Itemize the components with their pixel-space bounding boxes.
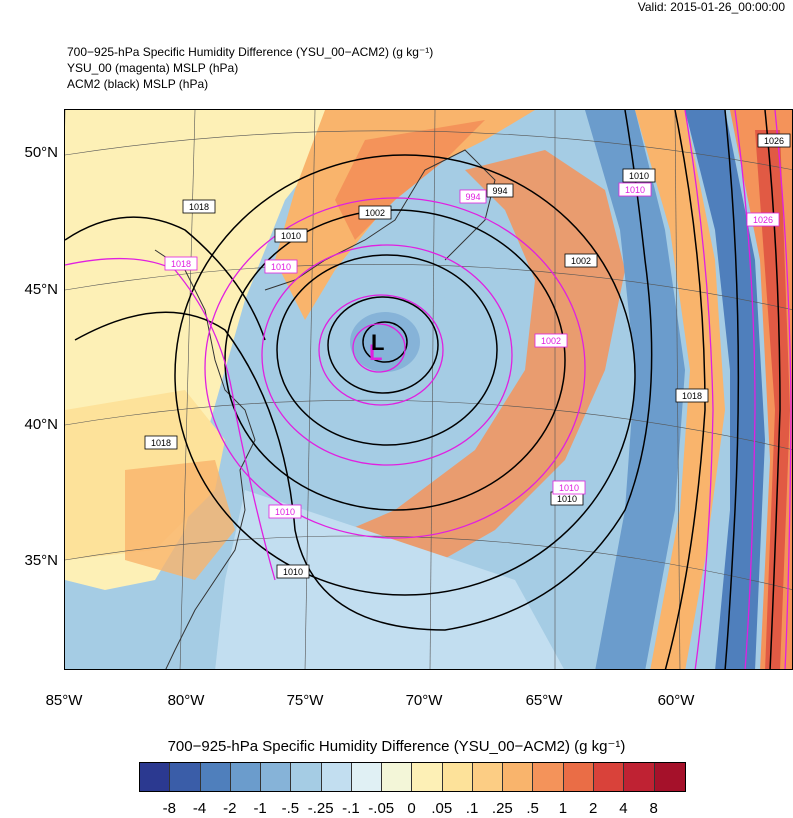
ysu-label-1010-n: 1010: [271, 262, 291, 272]
field-east-blue-band-2: [685, 110, 765, 669]
colorbar-tick-label: -.1: [342, 800, 360, 817]
colorbar-swatch: [533, 763, 564, 791]
colorbar-labels: -8 -4 -2 -1 -.5 -.25 -.1 -.05 0 .05 .1 .25 .5 1 2 4 8: [0, 800, 793, 818]
colorbar-tick-label: 8: [649, 800, 658, 817]
ysu-label-1010-ne: 1010: [625, 185, 645, 195]
acm2-label-1010-n: 1010: [281, 231, 301, 241]
acm2-label-1002-n: 1002: [365, 208, 385, 218]
coastline-maritimes: [264, 149, 496, 291]
colorbar-swatch: [321, 763, 352, 791]
colorbar-swatch: [624, 763, 655, 791]
field-south-light: [215, 490, 564, 669]
acm2-isobars: [65, 110, 781, 669]
colorbar-tick-label: 2: [588, 800, 598, 817]
field-orange-patch: [125, 460, 235, 580]
lon-label-75w: 75°W: [286, 692, 324, 709]
field-north-band: [275, 110, 535, 320]
acm2-label-1010-se: 1010: [557, 494, 577, 504]
lon-label-80w: 80°W: [167, 692, 205, 709]
colorbar-swatch: [593, 763, 625, 791]
colorbar-swatch: [442, 763, 473, 791]
colorbar-tick-label: .25: [491, 800, 513, 817]
colorbar-title: 700−925-hPa Specific Humidity Difference…: [167, 738, 626, 755]
ysu-labels: 1018 1010 994 1002 1010 1026 1010 1010: [164, 182, 780, 519]
colorbar-tick-label: -1: [253, 800, 267, 817]
colorbar-swatch: [200, 763, 231, 791]
colorbar: [139, 762, 686, 792]
colorbar-tick-label: -.25: [307, 800, 334, 817]
colorbar-swatch: [503, 763, 534, 791]
acm2-label-1018-nw: 1018: [189, 202, 209, 212]
colorbar-swatch: [291, 763, 322, 791]
colorbar-tick-label: -2: [223, 800, 237, 817]
colorbar-tick-label: 4: [619, 800, 628, 817]
colorbar-tick-label: .5: [526, 800, 539, 817]
field-east-red-streak: [755, 130, 790, 669]
colorbar-tick-label: -4: [192, 800, 207, 817]
graticule: [65, 110, 792, 669]
valid-time: Valid: 2015-01-26_00:00:00: [637, 0, 785, 14]
colorbar-swatch: [170, 763, 201, 791]
acm2-label-1010-ne: 1010: [629, 171, 649, 181]
title-ysu-mslp: YSU_00 (magenta) MSLP (hPa): [67, 61, 239, 75]
colorbar-tick-label: -.05: [368, 800, 395, 817]
acm2-label-1002-e: 1002: [571, 256, 591, 266]
ysu-label-1018-nw: 1018: [171, 259, 191, 269]
colorbar-tick-label: -8: [162, 800, 176, 817]
colorbar-swatch: [261, 763, 292, 791]
field-low-core: [350, 312, 420, 372]
title-acm2-mslp: ACM2 (black) MSLP (hPa): [67, 77, 209, 91]
ysu-low-marker: L: [369, 340, 382, 365]
field-spiral-band: [325, 150, 625, 580]
colorbar-swatch: [140, 763, 171, 791]
colorbar-tick-label: .1: [465, 800, 479, 817]
acm2-labels: 1018 1010 1002 994 1002 1010 1026 1018 1…: [144, 133, 791, 579]
acm2-label-1018-e: 1018: [682, 391, 702, 401]
map-panel: 1018 1010 1002 994 1002 1010 1026 1018 1…: [64, 109, 793, 670]
colorbar-tick-label: 0: [407, 800, 416, 817]
colorbar-swatch: [472, 763, 504, 791]
plot-titles: 700−925-hPa Specific Humidity Difference…: [67, 44, 433, 92]
lat-label-45n: 45°N: [24, 281, 58, 298]
colorbar-tick-label: 1: [558, 800, 568, 817]
lon-label-85w: 85°W: [45, 692, 83, 709]
lon-label-65w: 65°W: [525, 692, 563, 709]
colorbar-swatch: [351, 763, 383, 791]
acm2-label-1010-s: 1010: [283, 567, 303, 577]
humidity-map: 1018 1010 1002 994 1002 1010 1026 1018 1…: [65, 110, 792, 669]
lon-label-70w: 70°W: [405, 692, 443, 709]
ysu-isobars: [65, 110, 792, 669]
lat-label-50n: 50°N: [24, 144, 58, 161]
colorbar-swatch: [412, 763, 443, 791]
colorbar-swatch: [230, 763, 262, 791]
colorbar-tick-label: .05: [431, 800, 453, 817]
acm2-low-marker: L: [371, 330, 384, 355]
ysu-label-1010-se: 1010: [559, 483, 579, 493]
acm2-label-994: 994: [492, 186, 507, 196]
ysu-label-1010-s: 1010: [275, 507, 295, 517]
lat-label-35n: 35°N: [24, 552, 58, 569]
colorbar-swatch: [382, 763, 413, 791]
colorbar-swatch: [654, 763, 685, 791]
acm2-label-1026: 1026: [764, 136, 784, 146]
colorbar-tick-label: -.5: [281, 800, 300, 817]
ysu-label-1026: 1026: [753, 215, 773, 225]
ysu-label-994: 994: [465, 192, 480, 202]
acm2-label-1018-w: 1018: [151, 438, 171, 448]
title-humidity: 700−925-hPa Specific Humidity Difference…: [67, 45, 434, 59]
lat-label-40n: 40°N: [24, 416, 58, 433]
colorbar-swatch: [563, 763, 594, 791]
field-east-orange-band: [635, 110, 725, 669]
ysu-label-1002-e: 1002: [541, 336, 561, 346]
lon-label-60w: 60°W: [657, 692, 695, 709]
